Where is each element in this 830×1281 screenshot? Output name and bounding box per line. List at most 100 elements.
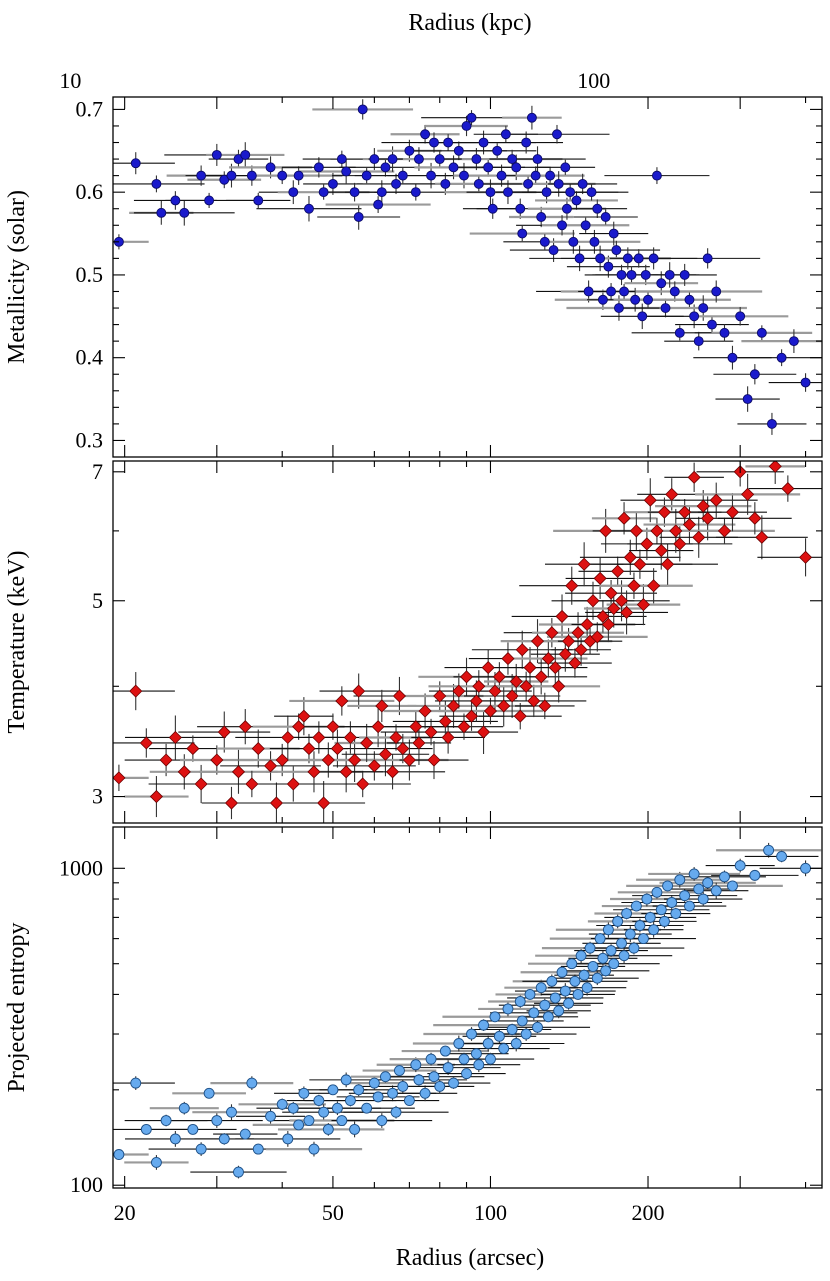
entropy-point [178, 1102, 190, 1114]
metallicity-point [226, 170, 237, 181]
metallicity-point [448, 162, 459, 173]
temperature-point [519, 679, 533, 693]
entropy-point [556, 966, 568, 978]
entropy-point [203, 1087, 215, 1099]
temperature-point [281, 730, 295, 745]
metallicity-point [487, 203, 498, 214]
temperature-point [224, 796, 239, 810]
metallicity-point [459, 170, 469, 181]
temperature-point [798, 550, 813, 564]
entropy-point [453, 1038, 465, 1049]
temperature-point [297, 709, 311, 723]
entropy-point [679, 890, 691, 902]
metallicity-point [179, 207, 190, 218]
entropy-point [372, 1091, 384, 1103]
metallicity-point [478, 137, 489, 148]
metallicity-point [548, 245, 559, 256]
temperature-y-tick-label: 7 [92, 459, 103, 484]
metallicity-point [749, 369, 760, 380]
metallicity-point [413, 154, 424, 165]
temperature-point [497, 699, 511, 713]
entropy-point [211, 1115, 223, 1126]
entropy-point [535, 982, 547, 994]
entropy-point [581, 982, 593, 994]
entropy-point [528, 1007, 540, 1019]
metallicity-point [674, 327, 685, 338]
entropy-point [318, 1106, 330, 1118]
entropy-point [313, 1095, 325, 1106]
metallicity-point [503, 187, 513, 198]
temperature-point [673, 537, 687, 551]
metallicity-point [387, 154, 398, 165]
entropy-point [252, 1143, 264, 1155]
temperature-point [168, 730, 182, 745]
temperature-point [568, 656, 582, 670]
entropy-point [727, 880, 738, 892]
entropy-point [549, 992, 561, 1004]
temperature-point [392, 689, 407, 703]
temperature-point [356, 777, 370, 791]
metallicity-point [580, 220, 591, 231]
metallicity-point [800, 377, 811, 388]
temperature-y-tick-label: 5 [92, 588, 103, 613]
temperature-point [452, 684, 466, 698]
temperature-point [596, 609, 610, 623]
temperature-point [505, 689, 519, 703]
metallicity-point [288, 187, 299, 198]
entropy-point [559, 985, 571, 997]
entropy-point [628, 942, 640, 954]
entropy-point [597, 952, 609, 964]
metallicity-point [473, 178, 484, 189]
temperature-point [650, 524, 664, 538]
temperature-point [620, 605, 634, 620]
temperature-point [427, 753, 441, 767]
metallicity-point [545, 170, 556, 181]
entropy-point [563, 997, 575, 1009]
temperature-point [469, 694, 483, 708]
metallicity-point [507, 154, 518, 165]
bottom-x-tick-label: 200 [632, 1200, 665, 1225]
entropy-point [265, 1110, 276, 1122]
metallicity-point [376, 187, 387, 198]
temperature-point [457, 720, 471, 734]
entropy-point [514, 996, 526, 1007]
entropy-point [344, 1095, 356, 1106]
temperature-point [149, 789, 163, 804]
metallicity-point [246, 170, 257, 181]
temperature-point [424, 725, 438, 739]
temperature-point [269, 796, 284, 810]
temperature-point [129, 684, 143, 698]
metallicity-point [640, 269, 651, 280]
entropy-point [303, 1115, 315, 1126]
entropy-point [246, 1077, 258, 1089]
metallicity-point [526, 112, 537, 123]
entropy-point [308, 1143, 320, 1155]
entropy-point [662, 880, 674, 892]
entropy-y-axis-label: Projected entropy [4, 923, 30, 1093]
entropy-point [697, 893, 709, 905]
temperature-point [541, 652, 555, 666]
entropy-point [336, 1115, 348, 1126]
entropy-point [618, 950, 630, 962]
temperature-point [741, 487, 755, 501]
temperature-point [186, 742, 200, 756]
entropy-point [439, 1045, 451, 1057]
entropy-point [621, 908, 633, 919]
entropy-point [510, 1038, 522, 1049]
metallicity-point [293, 170, 304, 181]
entropy-point [634, 920, 646, 931]
temperature-point [459, 670, 474, 684]
entropy-point [612, 915, 624, 927]
entropy-point [674, 874, 686, 886]
metallicity-point [391, 178, 401, 189]
entropy-point [605, 945, 617, 957]
entropy-point [493, 1030, 505, 1042]
metallicity-point [517, 228, 528, 239]
temperature-point [159, 753, 173, 767]
temperature-point [409, 720, 423, 734]
entropy-point [113, 1149, 125, 1160]
metallicity-point [660, 303, 671, 313]
entropy-point [498, 1043, 510, 1054]
temperature-point [177, 765, 191, 779]
metallicity-point [600, 212, 611, 222]
